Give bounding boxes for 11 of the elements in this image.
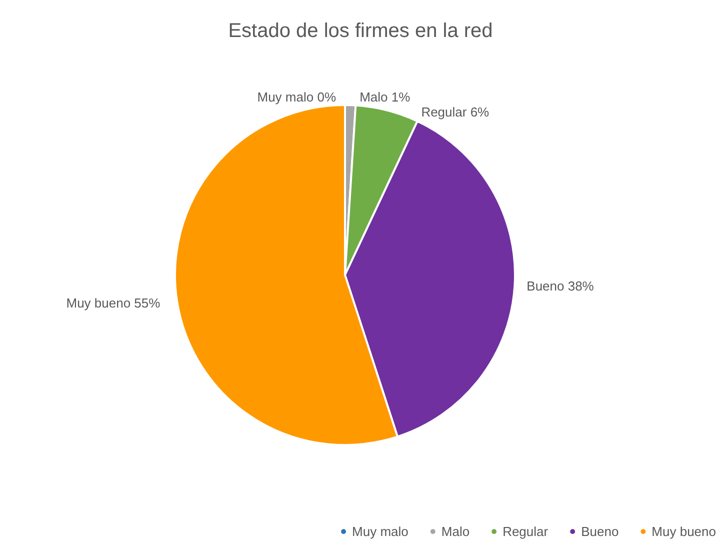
category-label: Muy bueno 55% — [66, 295, 160, 310]
legend-label: Malo — [441, 524, 470, 539]
legend-label: Regular — [502, 524, 549, 539]
category-label: Malo 1% — [360, 90, 410, 105]
category-label: Muy malo 0% — [257, 90, 336, 104]
legend-label: Muy bueno — [652, 524, 716, 539]
category-label: Bueno 38% — [526, 278, 594, 294]
legend-label: Muy malo — [352, 524, 408, 539]
category-label: Regular 6% — [421, 104, 490, 120]
legend-label: Bueno — [581, 524, 619, 539]
chart-title: Estado de los firmes en la red — [228, 20, 493, 42]
